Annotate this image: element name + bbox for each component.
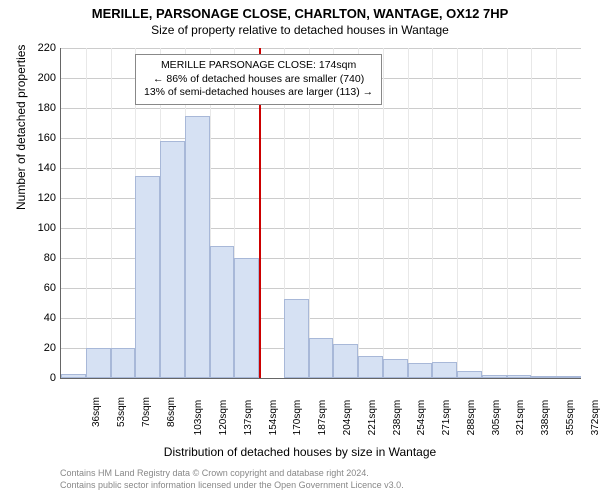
gridline-v	[531, 48, 532, 378]
x-tick-label: 338sqm	[540, 400, 551, 436]
gridline-v	[507, 48, 508, 378]
gridline-v	[111, 48, 112, 378]
x-tick-label: 238sqm	[391, 400, 402, 436]
credit-line-1: Contains HM Land Registry data © Crown c…	[60, 468, 404, 480]
histogram-bar	[457, 371, 482, 379]
x-tick-label: 53sqm	[116, 397, 127, 427]
gridline-v	[86, 48, 87, 378]
x-tick-label: 254sqm	[416, 400, 427, 436]
y-tick-label: 200	[0, 72, 56, 84]
annotation-line: 13% of semi-detached houses are larger (…	[144, 86, 373, 100]
x-tick-label: 103sqm	[193, 400, 204, 436]
x-tick-label: 187sqm	[317, 400, 328, 436]
gridline-h	[61, 138, 581, 139]
histogram-bar	[111, 348, 136, 378]
y-axis-label: Number of detached properties	[14, 45, 28, 210]
x-tick-label: 355sqm	[565, 400, 576, 436]
histogram-bar	[284, 299, 309, 379]
x-tick-label: 70sqm	[141, 397, 152, 427]
y-tick-label: 160	[0, 132, 56, 144]
histogram-bar	[185, 116, 210, 379]
histogram-bar	[507, 375, 532, 378]
x-tick-label: 154sqm	[267, 400, 278, 436]
histogram-bar	[234, 258, 259, 378]
y-tick-label: 80	[0, 252, 56, 264]
y-tick-label: 100	[0, 222, 56, 234]
x-tick-label: 204sqm	[342, 400, 353, 436]
credit-line-2: Contains public sector information licen…	[60, 480, 404, 492]
y-tick-label: 0	[0, 372, 56, 384]
histogram-bar	[333, 344, 358, 379]
gridline-v	[556, 48, 557, 378]
histogram-bar	[408, 363, 433, 378]
gridline-h	[61, 168, 581, 169]
histogram-bar	[482, 375, 507, 378]
histogram-bar	[86, 348, 111, 378]
histogram-bar	[358, 356, 383, 379]
page-title-address: MERILLE, PARSONAGE CLOSE, CHARLTON, WANT…	[0, 0, 600, 21]
x-tick-label: 321sqm	[515, 400, 526, 436]
y-tick-label: 140	[0, 162, 56, 174]
gridline-v	[457, 48, 458, 378]
x-tick-label: 271sqm	[441, 400, 452, 436]
x-tick-label: 221sqm	[367, 400, 378, 436]
annotation-line: ← 86% of detached houses are smaller (74…	[144, 73, 373, 87]
gridline-h	[61, 48, 581, 49]
x-axis-label: Distribution of detached houses by size …	[0, 445, 600, 459]
x-tick-label: 36sqm	[91, 397, 102, 427]
histogram-bar	[383, 359, 408, 379]
histogram-bar	[135, 176, 160, 379]
x-tick-label: 137sqm	[243, 400, 254, 436]
y-tick-label: 20	[0, 342, 56, 354]
histogram-bar	[309, 338, 334, 379]
x-tick-label: 120sqm	[218, 400, 229, 436]
histogram-bar	[531, 376, 556, 378]
annotation-box: MERILLE PARSONAGE CLOSE: 174sqm← 86% of …	[135, 54, 382, 105]
page-subtitle: Size of property relative to detached ho…	[0, 21, 600, 37]
y-tick-label: 60	[0, 282, 56, 294]
annotation-line: MERILLE PARSONAGE CLOSE: 174sqm	[144, 59, 373, 73]
gridline-v	[432, 48, 433, 378]
y-tick-label: 40	[0, 312, 56, 324]
histogram-bar	[160, 141, 185, 378]
histogram-bar	[61, 374, 86, 379]
x-tick-label: 305sqm	[490, 400, 501, 436]
histogram-bar	[556, 376, 581, 378]
y-tick-label: 220	[0, 42, 56, 54]
gridline-v	[408, 48, 409, 378]
histogram-bar	[432, 362, 457, 379]
x-tick-label: 288sqm	[466, 400, 477, 436]
x-tick-label: 170sqm	[292, 400, 303, 436]
gridline-v	[383, 48, 384, 378]
gridline-h	[61, 108, 581, 109]
histogram-bar	[210, 246, 235, 378]
x-tick-label: 372sqm	[589, 400, 600, 436]
gridline-v	[482, 48, 483, 378]
y-tick-label: 120	[0, 192, 56, 204]
y-tick-label: 180	[0, 102, 56, 114]
x-tick-label: 86sqm	[166, 397, 177, 427]
credits: Contains HM Land Registry data © Crown c…	[60, 468, 404, 491]
